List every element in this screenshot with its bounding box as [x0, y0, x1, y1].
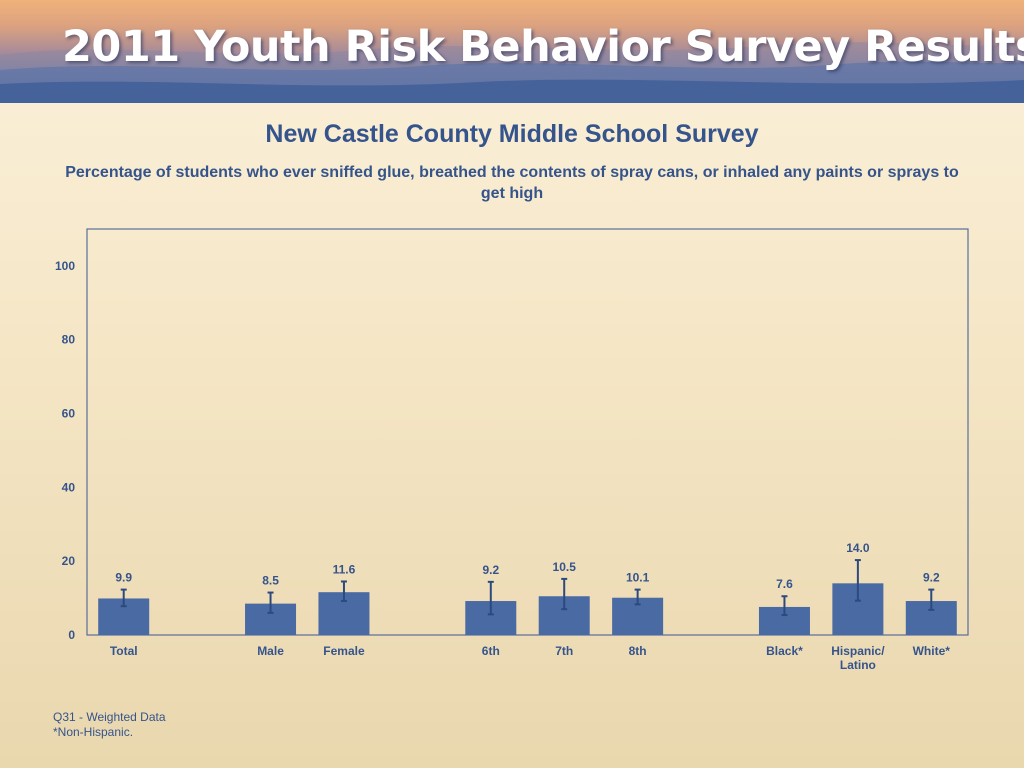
x-tick-label: Hispanic/ — [831, 644, 885, 658]
header-banner: 2011 Youth Risk Behavior Survey Results — [0, 0, 1024, 103]
x-tick-label: Male — [257, 644, 284, 658]
footnote-weighted-data: Q31 - Weighted Data — [53, 710, 166, 724]
x-tick-label: 8th — [629, 644, 647, 658]
data-label: 8.5 — [262, 574, 279, 588]
x-tick-label: White* — [913, 644, 951, 658]
plot-frame — [86, 228, 969, 636]
data-label: 9.2 — [482, 563, 499, 577]
data-label: 9.2 — [923, 571, 940, 585]
banner-landscape-image — [0, 42, 1024, 103]
data-label: 7.6 — [776, 577, 793, 591]
data-label: 10.5 — [553, 560, 577, 574]
y-tick-label: 20 — [62, 554, 76, 568]
chart-title: New Castle County Middle School Survey — [265, 120, 759, 148]
x-tick-label: 6th — [482, 644, 500, 658]
data-label: 14.0 — [846, 541, 870, 555]
x-tick-label: Female — [323, 644, 365, 658]
x-tick-label: Black* — [766, 644, 803, 658]
chart-subtitle: Percentage of students who ever sniffed … — [65, 164, 959, 202]
y-tick-label: 40 — [62, 480, 76, 494]
y-tick-label: 60 — [62, 407, 76, 421]
data-label: 10.1 — [626, 571, 650, 585]
footnote-non-hispanic: *Non-Hispanic. — [53, 725, 134, 739]
x-tick-label: Total — [110, 644, 138, 658]
x-tick-label: 7th — [555, 644, 573, 658]
x-tick-label: Latino — [840, 658, 876, 672]
y-tick-label: 80 — [62, 333, 76, 347]
y-tick-label: 100 — [55, 259, 75, 273]
banner-title: 2011 Youth Risk Behavior Survey Results — [62, 22, 1024, 72]
data-label: 9.9 — [115, 571, 132, 585]
data-label: 11.6 — [333, 562, 356, 576]
y-tick-label: 0 — [68, 628, 75, 642]
